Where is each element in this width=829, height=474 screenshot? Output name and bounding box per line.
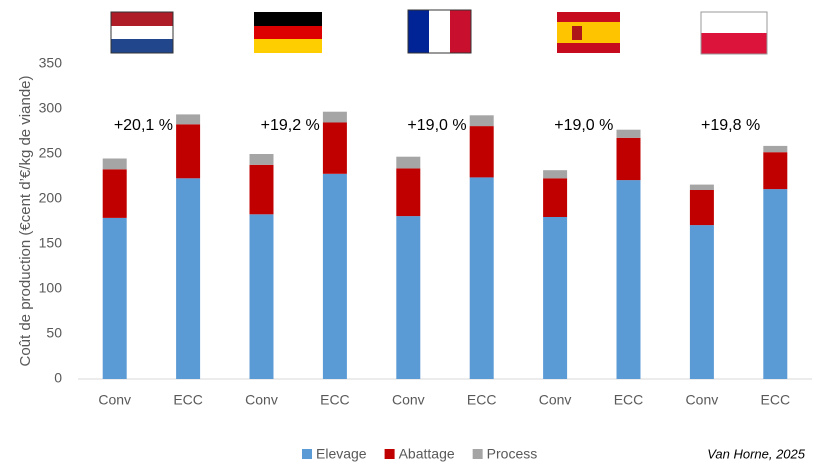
x-tick-label: Conv (392, 392, 425, 408)
bar-segment (176, 124, 201, 179)
bar-segment (763, 189, 788, 379)
flag-pl (700, 11, 768, 55)
flag-de (254, 12, 322, 53)
legend-swatch (472, 449, 483, 459)
annotation: +19,0 % (407, 117, 466, 134)
bar-segment (102, 169, 127, 218)
x-tick-label: Conv (686, 392, 719, 408)
bar-segment (469, 177, 494, 379)
bar-segment (396, 216, 421, 379)
bar-segment (249, 164, 274, 215)
bar-segment (543, 178, 568, 217)
x-tick-label: ECC (761, 392, 791, 408)
annotation: +19,0 % (554, 117, 613, 134)
x-tick-label: ECC (173, 392, 203, 408)
bar-segment (616, 180, 641, 379)
annotation: +19,2 % (261, 117, 320, 134)
bar-segment (543, 217, 568, 379)
bar-segment (322, 173, 347, 379)
bar-segment (616, 129, 641, 138)
flag-nl (110, 11, 174, 54)
annotation: +19,8 % (701, 117, 760, 134)
y-tick-label: 50 (46, 325, 62, 341)
y-tick-label: 250 (39, 145, 63, 161)
bar-segment (469, 126, 494, 178)
x-tick-label: Conv (98, 392, 131, 408)
y-tick-label: 300 (39, 100, 63, 116)
bar-segment (543, 170, 568, 179)
bar-segment (689, 190, 714, 226)
legend-label: Process (487, 446, 538, 462)
bar-segment (176, 114, 201, 125)
x-tick-label: Conv (245, 392, 278, 408)
x-tick-label: ECC (467, 392, 497, 408)
bar-segment (469, 115, 494, 127)
bar-segment (176, 178, 201, 379)
annotation: +20,1 % (114, 117, 173, 134)
x-tick-label: Conv (539, 392, 572, 408)
flag-es (557, 12, 620, 53)
bar-segment (102, 158, 127, 170)
bar-segment (249, 154, 274, 165)
flag-fr (407, 9, 472, 54)
y-tick-label: 350 (39, 55, 63, 71)
bar-segment (689, 225, 714, 379)
legend-swatch (302, 449, 312, 459)
x-tick-label: ECC (614, 392, 644, 408)
bar-segment (249, 214, 274, 379)
bar-segment (102, 217, 127, 379)
legend-label: Abattage (399, 446, 455, 462)
bar-segment (763, 145, 788, 153)
bar-segment (396, 156, 421, 169)
bar-segment (322, 122, 347, 174)
bar-segment (616, 137, 641, 181)
legend-swatch (384, 449, 395, 459)
y-axis-label: Coût de production (€cent d’€/kg de vian… (17, 75, 34, 366)
y-tick-label: 150 (39, 235, 63, 251)
y-tick-label: 200 (39, 190, 63, 206)
bar-segment (396, 168, 421, 217)
bar-segment (322, 111, 347, 123)
y-tick-label: 0 (54, 370, 62, 386)
x-tick-label: ECC (320, 392, 350, 408)
bar-segment (763, 152, 788, 190)
flags (110, 9, 768, 55)
y-tick-label: 100 (39, 280, 63, 296)
source: Van Horne, 2025 (707, 446, 806, 461)
legend-label: Elevage (316, 446, 367, 462)
bar-segment (689, 184, 714, 190)
